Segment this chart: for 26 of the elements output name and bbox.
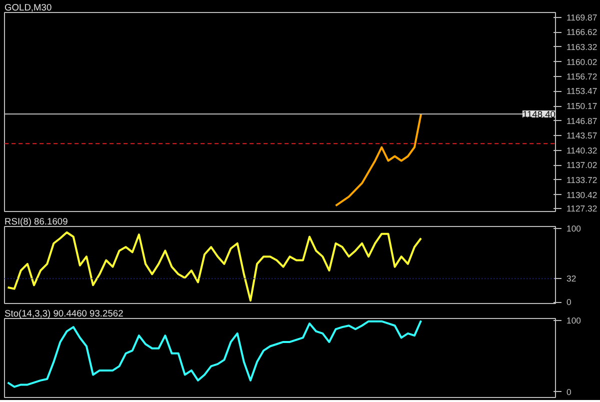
y-tick-label: 1153.47: [566, 86, 598, 96]
chart-title: RSI(8) 86.1609: [4, 216, 68, 226]
line-series: [334, 113, 422, 207]
chart-title: Sto(14,3,3) 90.4460 93.2562: [4, 308, 124, 318]
y-tick-label: 1146.87: [566, 116, 598, 126]
y-tick-label: 1143.57: [566, 130, 598, 141]
y-tick-label: 1160.02: [566, 56, 598, 67]
y-tick-label: 32: [566, 274, 576, 284]
y-tick-label: 1137.02: [566, 160, 598, 170]
y-tick-label: 1130.42: [566, 190, 598, 200]
y-tick-label: 1127.32: [566, 204, 598, 214]
y-tick-label: 1169.87: [566, 12, 598, 23]
y-tick-label: 1156.72: [566, 72, 598, 82]
line-series: [6, 231, 422, 302]
y-tick-label: 1133.72: [566, 174, 598, 185]
y-tick-label: 1163.32: [566, 42, 598, 52]
y-tick-label: 100: [566, 224, 582, 234]
y-tick-label: 100: [566, 316, 582, 326]
line-series: [6, 320, 422, 388]
y-tick-label: 1166.62: [566, 27, 598, 38]
y-tick-label: 0: [566, 297, 572, 308]
y-tick-label: 1150.17: [566, 101, 598, 112]
y-tick-label: 1140.32: [566, 145, 598, 156]
y-tick-label: 0: [566, 386, 572, 397]
ref-line-label: 1148.40: [522, 110, 556, 120]
chart-title: GOLD,M30: [4, 2, 52, 12]
